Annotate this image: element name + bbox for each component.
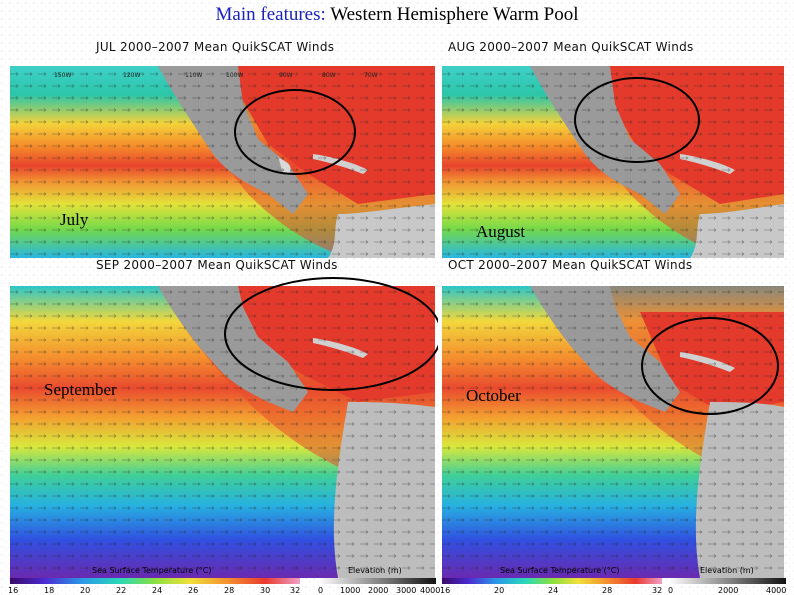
title-text: Western Hemisphere Warm Pool xyxy=(330,4,579,25)
map-panel-july: 150W 120W 110W 100W 90W 80W 70W JUL 2000… xyxy=(8,40,435,262)
lon-label: 80W xyxy=(322,72,336,79)
month-label: August xyxy=(476,222,526,241)
sst-legend-title: Sea Surface Temperature (°C) xyxy=(92,566,212,575)
sst-tick: 32 xyxy=(652,586,663,595)
lon-label: 120W xyxy=(123,72,140,79)
elev-tick: 4000 xyxy=(420,586,441,595)
sst-map-july: 150W 120W 110W 100W 90W 80W 70W xyxy=(10,66,435,258)
lon-label: 70W xyxy=(364,72,378,79)
lon-label: 110W xyxy=(185,72,202,79)
elev-tick: 0 xyxy=(318,586,324,595)
sst-colorbar-left xyxy=(10,578,300,584)
panel-header: JUL 2000–2007 Mean QuikSCAT Winds xyxy=(96,40,335,54)
lon-label: 100W xyxy=(226,72,243,79)
sst-tick: 16 xyxy=(440,586,451,595)
sst-tick: 32 xyxy=(290,586,301,595)
sst-tick: 16 xyxy=(8,586,19,595)
sst-map-october xyxy=(442,286,784,578)
elev-legend-title: Elevation (m) xyxy=(348,566,402,575)
sst-colorbar-right xyxy=(442,578,662,584)
map-panel-october: OCT 2000–2007 Mean QuikSCAT Winds Octobe… xyxy=(440,258,790,578)
sst-tick: 24 xyxy=(548,586,559,595)
elev-colorbar-left xyxy=(318,578,436,584)
elev-tick: 2000 xyxy=(368,586,389,595)
map-panel-august: AUG 2000–2007 Mean QuikSCAT Winds August xyxy=(440,40,790,262)
elev-tick: 1000 xyxy=(340,586,361,595)
sst-tick: 24 xyxy=(152,586,163,595)
sst-legend-title: Sea Surface Temperature (°C) xyxy=(500,566,620,575)
elev-legend-title: Elevation (m) xyxy=(700,566,754,575)
sst-map-september xyxy=(10,277,438,578)
elev-tick: 2000 xyxy=(718,586,739,595)
sst-tick: 26 xyxy=(188,586,199,595)
sst-tick: 28 xyxy=(602,586,613,595)
panel-header: OCT 2000–2007 Mean QuikSCAT Winds xyxy=(448,258,693,272)
elev-colorbar-right xyxy=(668,578,786,584)
map-panel-september: SEP 2000–2007 Mean QuikSCAT Winds Septem… xyxy=(8,258,438,578)
month-label: October xyxy=(466,386,521,405)
legend-bars xyxy=(10,578,786,584)
lon-label: 90W xyxy=(279,72,293,79)
sst-map-august xyxy=(442,66,784,258)
sst-tick: 20 xyxy=(494,586,505,595)
month-label: September xyxy=(44,380,117,399)
sst-tick: 28 xyxy=(224,586,235,595)
elev-tick: 0 xyxy=(668,586,674,595)
panel-header: AUG 2000–2007 Mean QuikSCAT Winds xyxy=(448,40,694,54)
sst-tick: 20 xyxy=(80,586,91,595)
elev-tick: 3000 xyxy=(396,586,417,595)
elev-tick: 4000 xyxy=(766,586,787,595)
panel-header: SEP 2000–2007 Mean QuikSCAT Winds xyxy=(96,258,338,272)
sst-tick: 30 xyxy=(260,586,271,595)
sst-tick: 18 xyxy=(44,586,55,595)
page-title: Main features: Western Hemisphere Warm P… xyxy=(0,4,794,26)
lon-label: 150W xyxy=(54,72,71,79)
month-label: July xyxy=(60,210,89,229)
title-lead: Main features: xyxy=(215,4,326,25)
sst-tick: 22 xyxy=(116,586,127,595)
